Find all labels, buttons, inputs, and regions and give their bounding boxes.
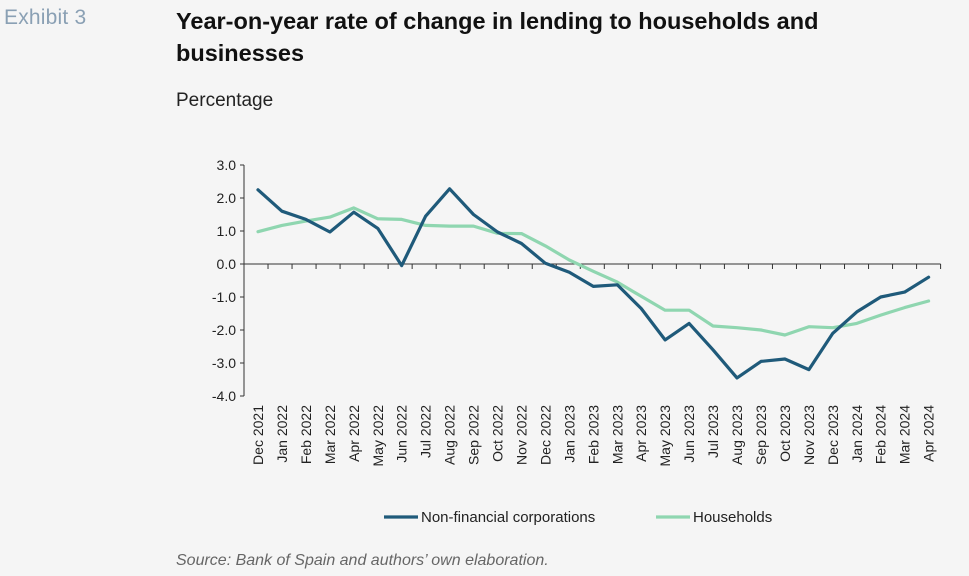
- x-tick-label: Jul 2022: [418, 405, 434, 458]
- chart-subtitle: Percentage: [176, 90, 274, 111]
- legend-label: Households: [693, 509, 772, 526]
- x-tick-label: Jan 2023: [561, 405, 577, 463]
- y-tick-label: -4.0: [212, 388, 236, 404]
- series-line-households: [256, 206, 931, 337]
- y-tick-label: 1.0: [217, 223, 237, 239]
- x-tick-label: Nov 2023: [801, 405, 817, 465]
- x-tick-label: Jun 2022: [394, 405, 410, 463]
- x-tick-label: Oct 2022: [490, 405, 506, 462]
- x-tick-label: Jan 2024: [849, 405, 865, 463]
- x-tick-label: Jul 2023: [705, 405, 721, 458]
- exhibit-label: Exhibit 3: [4, 6, 87, 29]
- y-tick-label: -1.0: [212, 289, 236, 305]
- x-tick-label: Sep 2023: [753, 405, 769, 465]
- x-tick-label: Oct 2023: [777, 405, 793, 462]
- x-tick-label: Apr 2022: [346, 405, 362, 462]
- x-tick-label: May 2022: [370, 405, 386, 467]
- x-tick-label: Dec 2021: [250, 405, 266, 465]
- x-tick-label: Feb 2022: [298, 405, 314, 464]
- x-tick-label: May 2023: [657, 405, 673, 467]
- x-tick-label: Aug 2023: [729, 405, 745, 465]
- source-note: Source: Bank of Spain and authors’ own e…: [176, 552, 549, 569]
- y-tick-label: 3.0: [217, 157, 237, 173]
- x-tick-label: Mar 2024: [897, 405, 913, 464]
- x-tick-label: Apr 2023: [633, 405, 649, 462]
- x-tick-label: Mar 2022: [322, 405, 338, 464]
- x-tick-label: Apr 2024: [921, 405, 937, 462]
- y-tick-label: -3.0: [212, 355, 236, 371]
- y-tick-label: -2.0: [212, 322, 236, 338]
- chart-title: Year-on-year rate of change in lending t…: [176, 8, 819, 66]
- x-tick-label: Nov 2022: [513, 405, 529, 465]
- x-tick-label: Sep 2022: [466, 405, 482, 465]
- y-tick-label: 0.0: [217, 256, 237, 272]
- series-line-non-financial-corporations: [256, 187, 931, 380]
- x-tick-label: Jan 2022: [274, 405, 290, 463]
- y-tick-label: 2.0: [217, 190, 237, 206]
- x-tick-label: Dec 2022: [537, 405, 553, 465]
- x-tick-label: Jun 2023: [681, 405, 697, 463]
- legend-label: Non-financial corporations: [421, 509, 595, 526]
- x-tick-label: Feb 2023: [585, 405, 601, 464]
- x-tick-label: Dec 2023: [825, 405, 841, 465]
- x-tick-label: Mar 2023: [609, 405, 625, 464]
- x-tick-label: Aug 2022: [442, 405, 458, 465]
- x-tick-label: Feb 2024: [873, 405, 889, 464]
